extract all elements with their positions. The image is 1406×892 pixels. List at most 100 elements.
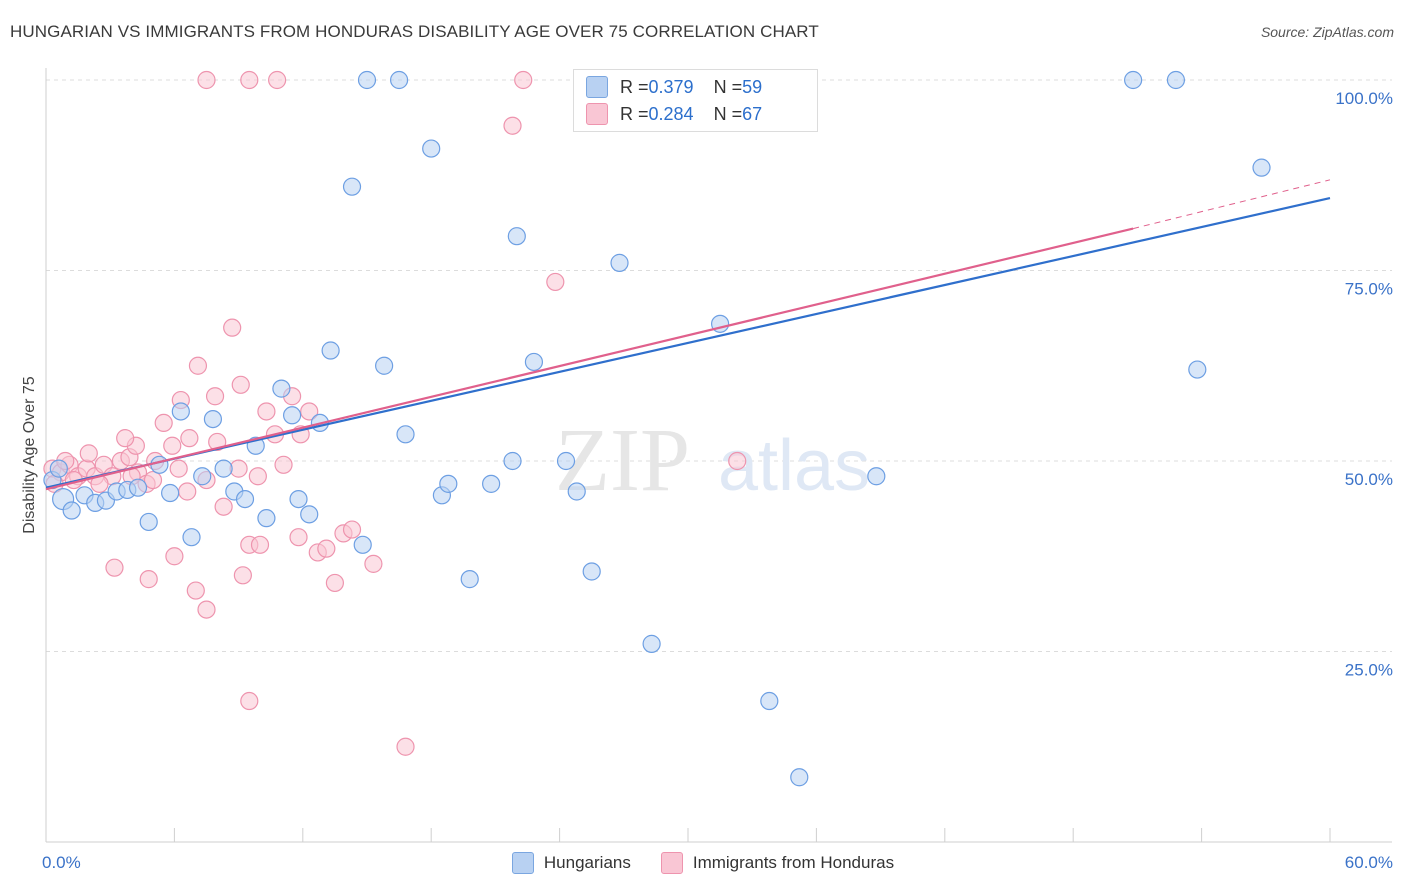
- hungarians-point[interactable]: [582, 562, 601, 581]
- honduras-point[interactable]: [240, 70, 259, 90]
- honduras-point[interactable]: [233, 566, 252, 585]
- honduras-point[interactable]: [163, 436, 182, 455]
- hungarians-point[interactable]: [128, 478, 148, 497]
- hungarians-point[interactable]: [422, 139, 441, 158]
- honduras-point[interactable]: [143, 470, 163, 490]
- hungarians-point[interactable]: [342, 177, 362, 196]
- hungarians-point[interactable]: [460, 570, 479, 589]
- hungarians-point[interactable]: [642, 634, 661, 653]
- x-tick-label: 60.0%: [1345, 853, 1393, 872]
- honduras-point[interactable]: [154, 413, 173, 432]
- honduras-point[interactable]: [250, 535, 270, 554]
- hungarians-point[interactable]: [62, 501, 81, 520]
- hungarians-point[interactable]: [760, 691, 779, 711]
- hungarians-point[interactable]: [1124, 70, 1143, 90]
- honduras-point[interactable]: [186, 581, 205, 600]
- honduras-point[interactable]: [342, 520, 362, 539]
- hungarians-point[interactable]: [272, 379, 291, 398]
- hungarians-point[interactable]: [203, 409, 223, 429]
- honduras-point[interactable]: [240, 691, 259, 711]
- hungarians-point[interactable]: [375, 356, 394, 375]
- legend-item-hungarians[interactable]: Hungarians: [511, 852, 631, 874]
- honduras-point[interactable]: [214, 497, 233, 516]
- hungarians-point[interactable]: [150, 455, 169, 474]
- honduras-point[interactable]: [178, 482, 197, 501]
- honduras-point[interactable]: [139, 570, 158, 589]
- hungarians-point[interactable]: [193, 467, 212, 486]
- hungarians-point[interactable]: [214, 459, 233, 478]
- hungarians-point[interactable]: [139, 512, 158, 532]
- honduras-point[interactable]: [514, 70, 533, 90]
- honduras-point[interactable]: [205, 387, 225, 406]
- honduras-swatch: [586, 103, 608, 125]
- hungarians-point[interactable]: [283, 406, 302, 425]
- honduras-point[interactable]: [231, 375, 250, 394]
- honduras-point[interactable]: [396, 737, 415, 756]
- n-label: N =: [713, 103, 743, 124]
- series-honduras-points: [43, 70, 747, 756]
- honduras-point[interactable]: [364, 554, 383, 573]
- axes: [45, 68, 1392, 843]
- hungarians-point[interactable]: [867, 467, 886, 486]
- hungarians-point[interactable]: [289, 490, 308, 509]
- hungarians-point[interactable]: [300, 505, 319, 524]
- honduras-point[interactable]: [197, 600, 216, 619]
- hungarians-point[interactable]: [49, 459, 68, 478]
- honduras-point[interactable]: [165, 547, 184, 566]
- y-tick-label: 100.0%: [1335, 89, 1393, 108]
- hungarians-point[interactable]: [171, 402, 190, 421]
- honduras-point[interactable]: [248, 467, 267, 486]
- honduras-point[interactable]: [223, 318, 242, 337]
- hungarians-point[interactable]: [257, 509, 276, 528]
- hungarians-point[interactable]: [396, 425, 415, 444]
- honduras-point[interactable]: [300, 402, 319, 421]
- hungarians-trend-line: [45, 197, 1331, 489]
- hungarians-point[interactable]: [1188, 360, 1207, 379]
- honduras-point[interactable]: [325, 573, 344, 593]
- y-tick-label: 50.0%: [1345, 470, 1393, 489]
- bottom-legend: Hungarians Immigrants from Honduras: [0, 852, 1406, 874]
- honduras-point[interactable]: [289, 528, 308, 547]
- hungarians-point[interactable]: [482, 474, 501, 493]
- honduras-point[interactable]: [116, 429, 135, 448]
- honduras-point[interactable]: [274, 455, 293, 474]
- honduras-point[interactable]: [197, 70, 216, 90]
- honduras-point[interactable]: [257, 402, 276, 421]
- hungarians-point[interactable]: [390, 70, 409, 90]
- honduras-trend-extension: [1132, 179, 1331, 230]
- hungarians-point[interactable]: [1252, 158, 1271, 177]
- hungarians-point[interactable]: [556, 451, 576, 471]
- honduras-point[interactable]: [188, 356, 208, 375]
- honduras-point[interactable]: [169, 459, 188, 478]
- honduras-point[interactable]: [180, 429, 199, 448]
- honduras-point[interactable]: [317, 539, 336, 558]
- hungarians-point[interactable]: [524, 352, 544, 372]
- hungarians-point[interactable]: [1166, 70, 1186, 90]
- stats-legend: R = 0.379 N = 59 R = 0.284 N = 67: [573, 69, 818, 132]
- hungarians-point[interactable]: [790, 768, 809, 787]
- honduras-point[interactable]: [105, 558, 124, 577]
- hungarians-point[interactable]: [182, 528, 201, 547]
- hungarians-point[interactable]: [353, 535, 372, 554]
- hungarians-point[interactable]: [503, 451, 522, 471]
- y-axis-label: Disability Age Over 75: [21, 376, 38, 534]
- n-value: 59: [742, 76, 763, 97]
- y-tick-label: 25.0%: [1345, 661, 1393, 680]
- trend-lines: [45, 179, 1331, 491]
- hungarians-point[interactable]: [439, 474, 458, 493]
- honduras-point[interactable]: [503, 116, 522, 135]
- honduras-point[interactable]: [728, 451, 747, 471]
- honduras-point[interactable]: [546, 272, 565, 292]
- hungarians-swatch: [586, 76, 608, 98]
- legend-item-honduras[interactable]: Immigrants from Honduras: [660, 852, 894, 874]
- hungarians-point[interactable]: [357, 70, 377, 90]
- hungarians-point[interactable]: [321, 341, 340, 360]
- hungarians-point[interactable]: [235, 490, 255, 509]
- hungarians-point[interactable]: [507, 227, 526, 246]
- honduras-point[interactable]: [268, 70, 287, 90]
- hungarians-point[interactable]: [567, 482, 586, 501]
- honduras-point[interactable]: [79, 444, 98, 463]
- hungarians-point[interactable]: [610, 253, 629, 272]
- r-label: R =: [620, 103, 649, 124]
- hungarians-point[interactable]: [161, 483, 180, 503]
